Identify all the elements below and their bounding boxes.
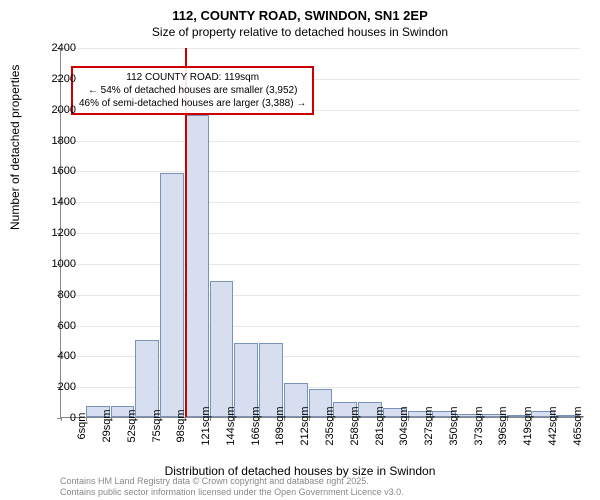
histogram-bar	[160, 173, 184, 417]
y-tick-label: 400	[36, 350, 76, 362]
gridline	[61, 202, 580, 203]
gridline	[61, 141, 580, 142]
x-tick-label: 465sqm	[572, 406, 584, 445]
x-tick-label: 396sqm	[497, 406, 509, 445]
footer-text: Contains HM Land Registry data © Crown c…	[60, 476, 404, 498]
x-tick-label: 442sqm	[547, 406, 559, 445]
footer-line-2: Contains public sector information licen…	[60, 487, 404, 498]
x-tick-label: 327sqm	[423, 406, 435, 445]
x-tick-label: 258sqm	[349, 406, 361, 445]
x-tick-label: 212sqm	[299, 406, 311, 445]
x-tick-label: 121sqm	[200, 406, 212, 445]
x-tick-label: 6sqm	[76, 413, 88, 440]
histogram-bar	[210, 281, 234, 417]
gridline	[61, 171, 580, 172]
footer-line-1: Contains HM Land Registry data © Crown c…	[60, 476, 404, 487]
y-tick-label: 1400	[36, 196, 76, 208]
annotation-line-2: 46% of semi-detached houses are larger (…	[79, 97, 306, 110]
y-tick-label: 1000	[36, 258, 76, 270]
chart-container: 112, COUNTY ROAD, SWINDON, SN1 2EP Size …	[0, 0, 600, 500]
annotation-line-1: ← 54% of detached houses are smaller (3,…	[79, 84, 306, 97]
x-tick-label: 419sqm	[522, 406, 534, 445]
x-tick-label: 235sqm	[324, 406, 336, 445]
y-tick-label: 800	[36, 289, 76, 301]
x-tick-label: 98sqm	[175, 409, 187, 442]
y-tick-label: 2000	[36, 104, 76, 116]
y-tick-label: 600	[36, 320, 76, 332]
gridline	[61, 233, 580, 234]
histogram-bar	[135, 340, 159, 417]
y-tick-label: 2200	[36, 73, 76, 85]
x-tick-label: 29sqm	[101, 409, 113, 442]
gridline	[61, 48, 580, 49]
x-tick-label: 144sqm	[225, 406, 237, 445]
x-tick-label: 281sqm	[374, 406, 386, 445]
y-tick-label: 200	[36, 381, 76, 393]
y-axis-label: Number of detached properties	[8, 65, 22, 230]
x-tick-label: 166sqm	[250, 406, 262, 445]
y-tick-label: 1200	[36, 227, 76, 239]
plot-area: 112 COUNTY ROAD: 119sqm← 54% of detached…	[60, 48, 580, 418]
chart-title: 112, COUNTY ROAD, SWINDON, SN1 2EP	[0, 0, 600, 23]
y-tick-label: 2400	[36, 42, 76, 54]
y-tick-label: 0	[36, 412, 76, 424]
gridline	[61, 326, 580, 327]
gridline	[61, 295, 580, 296]
histogram-bar	[185, 115, 209, 417]
y-tick-label: 1800	[36, 135, 76, 147]
x-tick-label: 304sqm	[398, 406, 410, 445]
chart-subtitle: Size of property relative to detached ho…	[0, 23, 600, 39]
annotation-title: 112 COUNTY ROAD: 119sqm	[79, 71, 306, 84]
x-tick-label: 350sqm	[448, 406, 460, 445]
x-tick-label: 373sqm	[473, 406, 485, 445]
gridline	[61, 264, 580, 265]
x-tick-label: 189sqm	[274, 406, 286, 445]
y-tick-label: 1600	[36, 165, 76, 177]
annotation-box: 112 COUNTY ROAD: 119sqm← 54% of detached…	[71, 66, 314, 115]
x-tick-label: 75sqm	[151, 409, 163, 442]
x-tick-label: 52sqm	[126, 409, 138, 442]
